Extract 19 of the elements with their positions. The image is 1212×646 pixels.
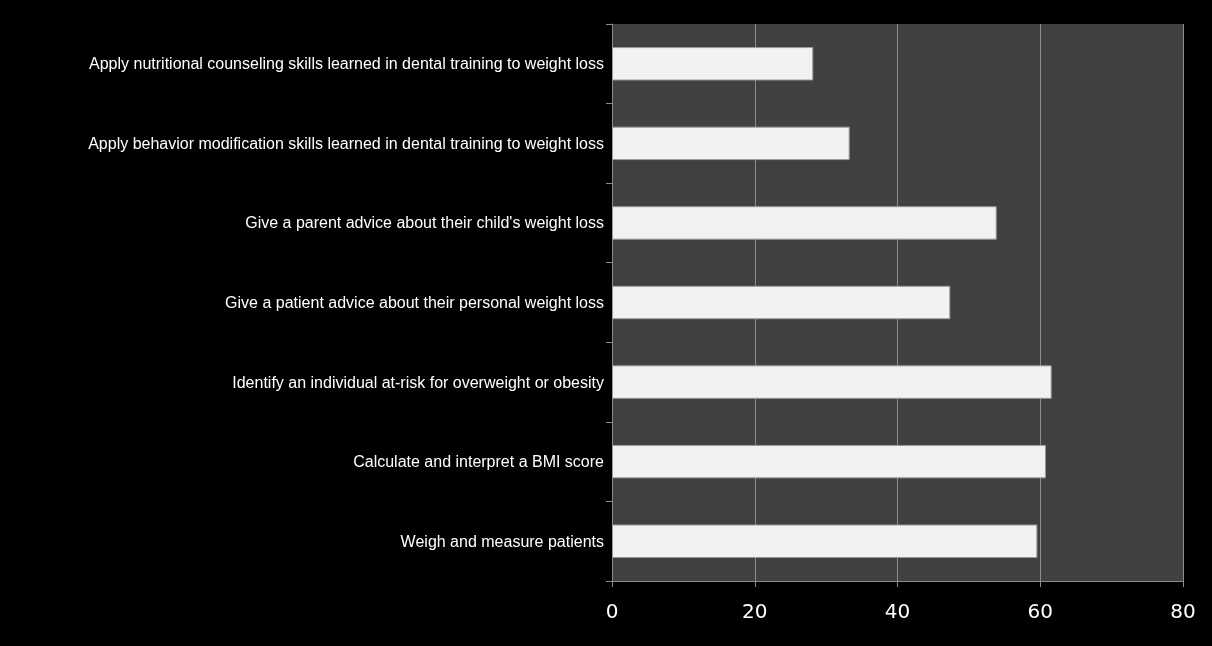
x-tick-label: 0: [605, 599, 619, 623]
y-tick-label: Apply behavior modification skills learned in dental training to weight loss: [88, 134, 604, 152]
y-tick-label: Weigh and measure patients: [400, 532, 604, 550]
x-tick-label: 40: [884, 599, 911, 623]
bar: [612, 126, 850, 161]
bar: [612, 47, 814, 81]
x-tick-label: 60: [1027, 599, 1053, 623]
bar: [612, 444, 1046, 479]
y-tick-label: Calculate and interpret a BMI score: [353, 453, 605, 471]
x-tick-label: 20: [742, 599, 768, 623]
bar: [612, 365, 1052, 399]
y-tick-label: Apply nutritional counseling skills learned in dental training to weight loss: [89, 55, 604, 73]
y-tick-label: Identify an individual at-risk for overweight or obesity: [232, 373, 604, 391]
bar: [612, 206, 997, 240]
x-tick-label: 80: [1170, 599, 1196, 623]
y-tick-label: Give a patient advice about their personal weight loss: [225, 294, 604, 311]
bar: [612, 524, 1038, 558]
y-tick-label: Give a parent advice about their child's weight loss: [245, 214, 604, 232]
bar: [612, 285, 951, 320]
